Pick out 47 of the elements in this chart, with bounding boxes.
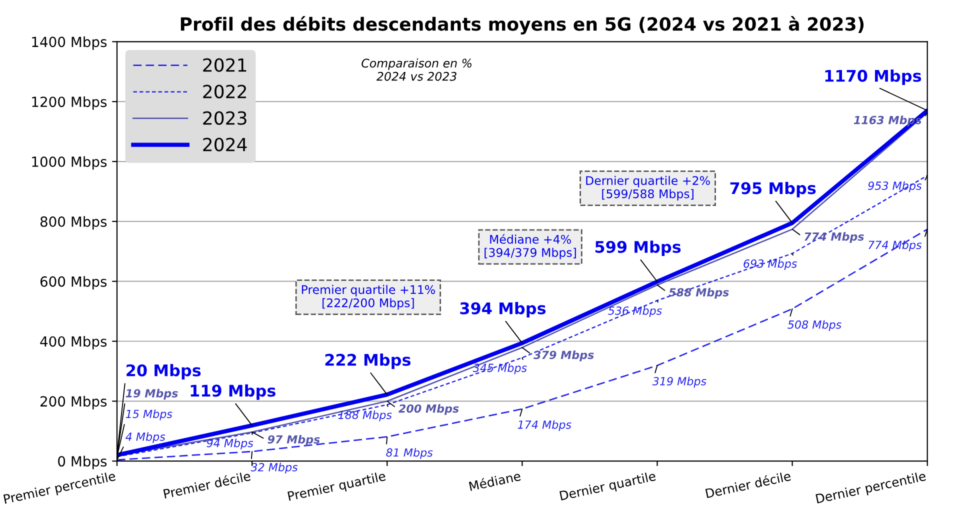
x-tick-label: Médiane [468, 470, 522, 492]
legend-label: 2022 [203, 84, 246, 98]
data-label: 693 Mbps [744, 259, 797, 270]
y-tick-label: 600 Mbps [40, 276, 107, 290]
data-label: 19 Mbps [126, 388, 178, 400]
data-label: 94 Mbps [206, 438, 254, 450]
data-label: 394 Mbps [460, 302, 546, 318]
data-label: 4 Mbps [126, 432, 166, 444]
data-label: 774 Mbps [868, 240, 922, 252]
line-series [117, 174, 928, 458]
y-tick-label: 1400 Mbps [32, 36, 107, 50]
x-tick-label: Dernier décile [705, 470, 792, 498]
data-label: 536 Mbps [608, 306, 662, 317]
data-label: 15 Mbps [126, 410, 172, 420]
annotation: Premier quartile +11% [222/200 Mbps] [302, 284, 435, 310]
legend-label: 2024 [203, 138, 247, 152]
data-label: 174 Mbps [518, 420, 572, 431]
data-label: 81 Mbps [386, 448, 433, 459]
x-tick-label: Premier décile [163, 470, 251, 499]
y-tick-label: 0 Mbps [58, 456, 107, 470]
y-tick-label: 800 Mbps [40, 216, 107, 230]
data-label: 119 Mbps [190, 384, 276, 400]
data-label: 200 Mbps [398, 404, 459, 415]
data-label: 953 Mbps [868, 181, 922, 192]
data-label: 774 Mbps [804, 232, 864, 243]
y-tick-label: 1000 Mbps [32, 156, 107, 170]
y-tick-label: 200 Mbps [40, 396, 107, 410]
data-label: 508 Mbps [788, 320, 842, 331]
data-label: 795 Mbps [730, 182, 816, 198]
data-label: 20 Mbps [126, 364, 201, 380]
data-label: 97 Mbps [268, 434, 320, 446]
annotation: Dernier quartile +2% [599/588 Mbps] [586, 176, 710, 201]
y-tick-label: 400 Mbps [40, 336, 107, 350]
x-tick-label: Dernier quartile [559, 470, 657, 503]
annotation: Médiane +4% [394/379 Mbps] [484, 234, 576, 260]
data-label: 319 Mbps [652, 376, 706, 388]
legend-label: 2021 [203, 58, 246, 72]
data-label: 188 Mbps [338, 410, 392, 422]
data-label: 379 Mbps [534, 350, 594, 362]
data-label: 599 Mbps [595, 240, 681, 256]
y-tick-label: 1200 Mbps [32, 96, 107, 110]
data-label: 222 Mbps [325, 354, 410, 369]
legend-label: 2023 [203, 111, 246, 125]
annotation: Comparaison en % 2024 vs 2023 [362, 58, 472, 81]
chart-title: Profil des débits descendants moyens en 5G (2024 vs 2021 à 2023) [180, 16, 864, 34]
data-label: 345 Mbps [472, 363, 527, 374]
data-label: 1170 Mbps [825, 70, 922, 85]
